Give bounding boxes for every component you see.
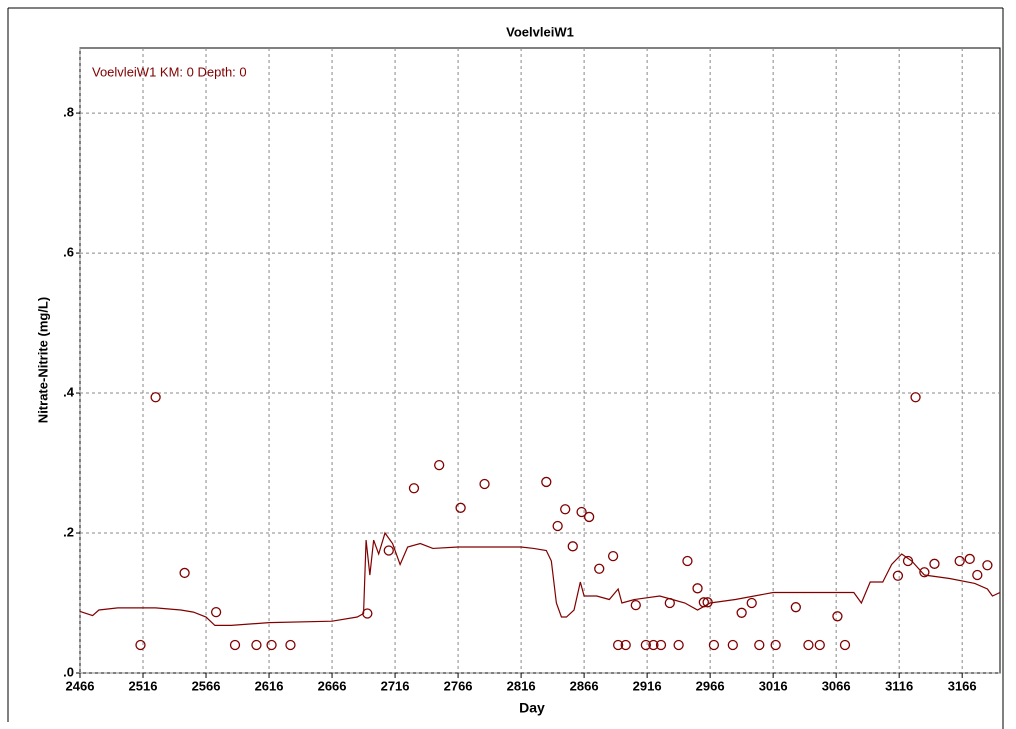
data-point [560, 504, 571, 515]
data-point [708, 639, 720, 651]
data-point [612, 639, 624, 651]
x-tick-label: 2666 [318, 678, 347, 693]
x-tick-label: 3166 [948, 678, 977, 693]
data-point [285, 639, 296, 651]
y-tick-label: .8 [63, 105, 74, 120]
x-tick-label: 2466 [66, 678, 95, 693]
data-point [972, 569, 983, 581]
data-point [746, 597, 757, 609]
y-tick-label: .4 [63, 384, 75, 399]
legend-entry: VoelvleiW1 KM: 0 Depth: 0 [92, 64, 247, 79]
data-point [479, 478, 490, 490]
data-point [839, 639, 851, 651]
data-point [362, 608, 373, 619]
data-point [698, 597, 709, 608]
data-point [179, 567, 190, 579]
data-point [790, 602, 801, 613]
x-tick-label: 2916 [633, 678, 662, 693]
x-tick-label: 2616 [255, 678, 284, 693]
data-point [814, 639, 825, 651]
x-tick-label: 2716 [381, 678, 410, 693]
data-point [892, 570, 904, 581]
data-point [135, 639, 146, 651]
x-tick-label: 3066 [822, 678, 851, 693]
data-point [229, 639, 241, 651]
data-point [552, 520, 563, 532]
x-tick-label: 2566 [192, 678, 221, 693]
data-point [832, 611, 843, 622]
y-tick-label: .2 [63, 524, 74, 539]
data-point [576, 506, 587, 518]
data-point [982, 560, 993, 571]
data-point [664, 597, 675, 609]
data-point [434, 459, 445, 471]
data-point [692, 583, 703, 594]
data-point [727, 639, 738, 651]
y-tick-label: .0 [63, 664, 74, 679]
data-point [929, 558, 940, 569]
x-tick-label: 2766 [444, 678, 473, 693]
chart-title: VoelvleiW1 [506, 24, 574, 39]
data-point [655, 639, 667, 651]
data-point [770, 639, 781, 651]
data-point [754, 639, 765, 651]
data-point [408, 483, 420, 494]
data-point [640, 639, 652, 651]
data-point [803, 639, 814, 651]
y-axis-label: Nitrate-Nitrite (mg/L) [35, 297, 50, 423]
data-point [383, 545, 394, 556]
x-tick-label: 2516 [129, 678, 158, 693]
data-point [266, 639, 277, 651]
data-point [630, 599, 641, 611]
data-point [584, 511, 595, 523]
data-point [910, 392, 921, 403]
data-point [567, 541, 578, 552]
x-tick-label: 2866 [570, 678, 599, 693]
x-tick-label: 3016 [759, 678, 788, 693]
data-point [455, 502, 466, 513]
data-point [150, 392, 161, 403]
data-point [541, 476, 552, 488]
x-tick-label: 3116 [885, 678, 913, 693]
data-point [736, 607, 747, 618]
data-point [954, 555, 965, 567]
plot-area [79, 47, 1001, 674]
data-point [251, 639, 262, 651]
data-point [648, 639, 659, 651]
data-point [902, 555, 914, 567]
x-axis-label: Day [519, 700, 545, 716]
data-point [673, 639, 684, 651]
data-point [607, 550, 619, 562]
data-point [620, 639, 631, 651]
data-point [702, 597, 713, 608]
y-tick-label: .6 [63, 245, 74, 260]
data-point [919, 567, 930, 578]
data-point [964, 553, 975, 565]
x-tick-label: 2966 [696, 678, 725, 693]
data-point [682, 555, 693, 567]
data-point [210, 606, 222, 618]
data-point [594, 563, 605, 574]
x-tick-label: 2816 [507, 678, 536, 693]
data-line [79, 531, 1001, 627]
